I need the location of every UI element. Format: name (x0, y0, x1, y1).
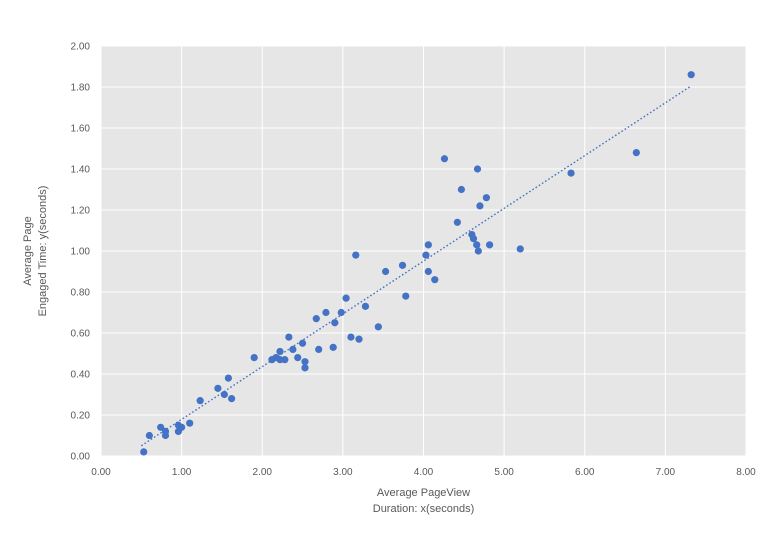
data-point (301, 364, 309, 372)
x-tick-label: 1.00 (172, 467, 192, 478)
x-tick-label: 4.00 (414, 467, 434, 478)
data-point (687, 71, 695, 79)
x-axis-title-line-1: Average PageView (377, 487, 470, 499)
data-point (329, 343, 337, 351)
data-point (424, 241, 432, 249)
data-point (482, 194, 490, 202)
x-tick-labels: 0.00 1.00 2.00 3.00 4.00 5.00 6.00 7.00 8.00 (91, 467, 756, 478)
y-tick-label: 1.20 (71, 206, 91, 217)
data-point (186, 419, 194, 427)
y-tick-label: 2.00 (71, 42, 91, 53)
data-point (250, 354, 258, 362)
data-point (214, 384, 222, 392)
data-point (567, 169, 575, 177)
x-tick-label: 5.00 (494, 467, 514, 478)
data-point (337, 308, 345, 317)
data-point (431, 276, 439, 284)
trendline (140, 86, 690, 447)
data-point (474, 247, 482, 255)
data-point (281, 356, 289, 364)
gridlines (100, 45, 747, 457)
data-point (473, 241, 481, 249)
data-point (178, 423, 186, 431)
data-point (382, 267, 390, 276)
x-tick-label: 6.00 (575, 467, 595, 478)
data-point (289, 345, 297, 353)
x-tick-label: 2.00 (253, 467, 273, 478)
data-point (398, 261, 407, 269)
data-point (196, 397, 204, 405)
y-tick-label: 0.00 (71, 452, 91, 463)
x-tick-label: 3.00 (333, 467, 353, 478)
x-tick-label: 7.00 (656, 467, 676, 478)
data-point (161, 431, 170, 440)
data-point (457, 185, 465, 194)
data-point (157, 423, 165, 431)
y-tick-label: 0.40 (71, 370, 91, 381)
data-point (342, 294, 350, 302)
y-axis-title-line-1: Average Page (22, 216, 34, 286)
data-point (140, 448, 148, 456)
data-point (220, 390, 228, 399)
trendline-layer (140, 86, 690, 447)
data-point (632, 149, 640, 157)
data-point (331, 319, 339, 327)
x-axis-title-line-2: Duration: x(seconds) (373, 503, 475, 515)
y-axis-title-line-2: Engaged Time: y(seconds) (37, 186, 49, 317)
data-point (347, 333, 355, 341)
data-point (374, 323, 382, 331)
y-tick-label: 0.60 (71, 329, 91, 340)
data-point (402, 292, 410, 300)
y-tick-label: 1.40 (71, 165, 91, 176)
data-point (298, 339, 307, 347)
data-point (361, 302, 370, 310)
data-point (228, 395, 236, 403)
data-point (224, 374, 232, 382)
y-tick-label: 1.00 (71, 247, 91, 258)
data-point (422, 251, 430, 259)
data-point (294, 354, 302, 362)
x-tick-label: 8.00 (736, 467, 756, 478)
data-point (486, 241, 494, 249)
data-point (516, 245, 524, 253)
data-point (469, 235, 478, 243)
y-tick-label: 1.80 (71, 83, 91, 94)
data-point (285, 333, 293, 341)
data-point (322, 308, 330, 317)
y-tick-label: 1.60 (71, 124, 91, 135)
data-point (276, 347, 284, 356)
data-point (312, 315, 320, 323)
x-tick-label: 0.00 (91, 467, 111, 478)
data-points (140, 71, 695, 456)
y-tick-label: 0.20 (71, 411, 91, 422)
y-tick-label: 0.80 (71, 288, 91, 299)
data-point (424, 267, 432, 276)
data-point (352, 251, 360, 259)
y-tick-labels: 0.00 0.20 0.40 0.60 0.80 1.00 1.20 1.40 1.60 1.80… (71, 42, 91, 463)
data-point (315, 345, 323, 353)
data-point (476, 202, 484, 210)
data-point (453, 218, 461, 226)
data-point (145, 431, 153, 440)
data-point (301, 358, 309, 366)
data-point (440, 155, 449, 163)
data-point (473, 165, 482, 173)
data-point (355, 335, 363, 343)
